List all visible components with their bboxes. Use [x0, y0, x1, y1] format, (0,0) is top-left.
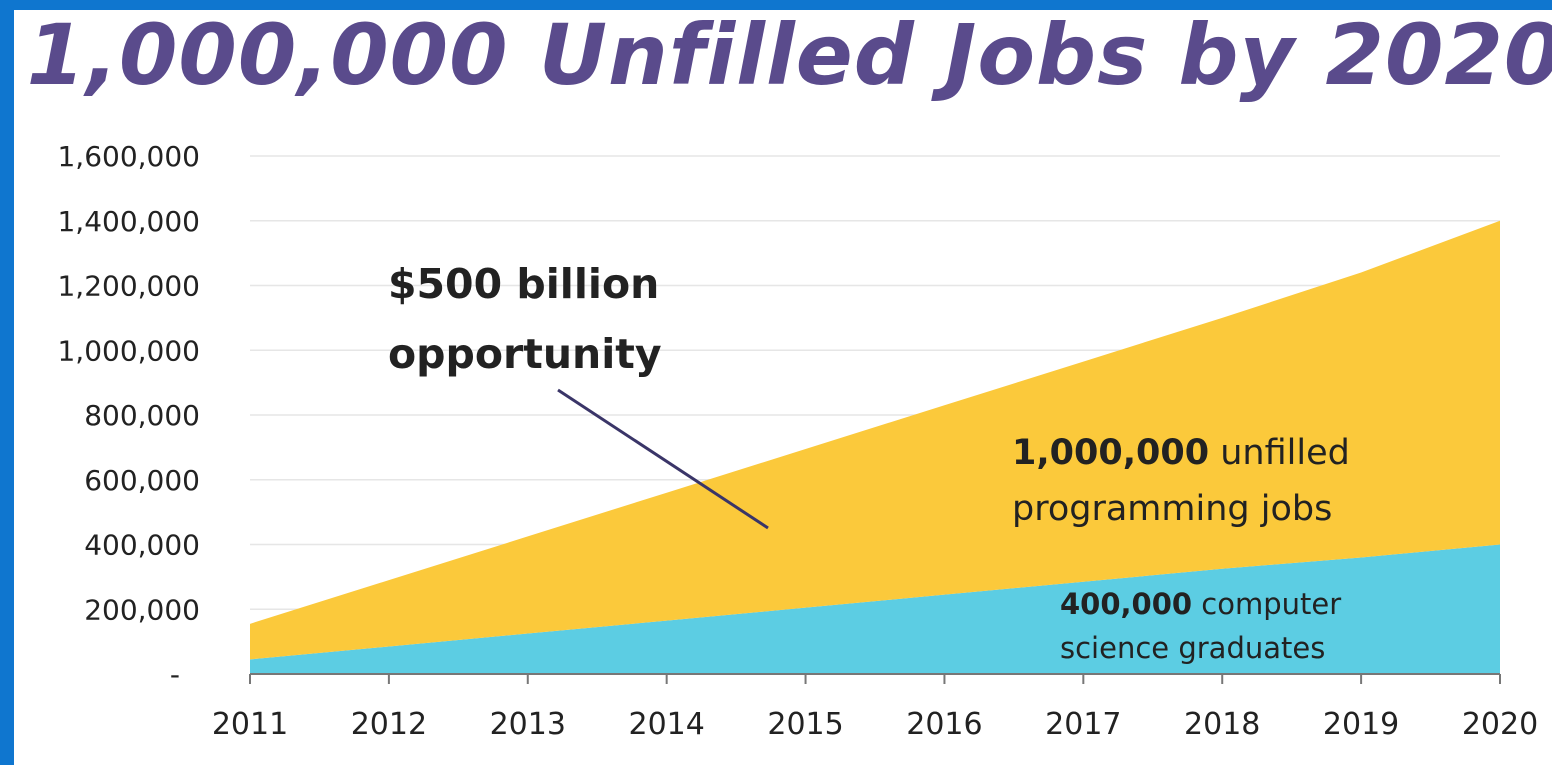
annotation-text: 1,000,000 unfilled — [1012, 433, 1350, 473]
y-tick-label: 600,000 — [84, 464, 200, 497]
y-tick-label: - — [170, 658, 180, 691]
area-series — [250, 220, 1500, 674]
annotations: $500 billion opportunity 1,000,000 unfille… — [388, 260, 1350, 665]
y-axis-ticks: - 200,000 400,000 600,000 800,000 1,000,000 1,… — [57, 140, 200, 691]
y-tick-label: 200,000 — [84, 593, 200, 626]
annotation-text: opportunity — [388, 330, 662, 378]
x-tick-label: 2018 — [1184, 707, 1260, 742]
x-tick-label: 2017 — [1045, 707, 1121, 742]
annotation-bold-run: opportunity — [388, 330, 662, 378]
annotation-regular-run: computer — [1192, 587, 1341, 621]
x-axis-ticks: 2011 2012 2013 2014 2015 2016 2017 2018 2019 2020 — [212, 707, 1538, 742]
annotation-text: 400,000 computer — [1060, 587, 1341, 621]
annotation-bold-run: 1,000,000 — [1012, 433, 1209, 473]
annotation-regular-run: science graduates — [1060, 631, 1325, 665]
x-tick-label: 2013 — [490, 707, 566, 742]
x-tick-label: 2014 — [628, 707, 704, 742]
y-tick-label: 800,000 — [84, 399, 200, 432]
y-tick-label: 1,200,000 — [57, 270, 200, 303]
annotation-regular-run: unfilled — [1209, 433, 1350, 473]
y-tick-label: 400,000 — [84, 529, 200, 562]
area-unfilled-jobs — [250, 220, 1500, 660]
x-tick-label: 2019 — [1323, 707, 1399, 742]
x-tick-label: 2011 — [212, 707, 288, 742]
x-tick-label: 2015 — [767, 707, 843, 742]
x-tick-label: 2016 — [906, 707, 982, 742]
annotation-text: science graduates — [1060, 631, 1325, 665]
annotation-bold-run: 400,000 — [1060, 587, 1192, 621]
annotation-pointer-line — [557, 388, 769, 530]
page-title: 1,000,000 Unfilled Jobs by 2020 — [26, 6, 1552, 104]
x-tick-label: 2020 — [1462, 707, 1538, 742]
area-cs-graduates — [250, 544, 1500, 674]
annotation-text: programming jobs — [1012, 489, 1332, 529]
x-tick-label: 2012 — [351, 707, 427, 742]
annotation-regular-run: programming jobs — [1012, 489, 1332, 529]
annotation-bold-run: $500 billion — [388, 260, 659, 308]
axes — [249, 673, 1501, 684]
y-tick-label: 1,400,000 — [57, 205, 200, 238]
annotation-text: $500 billion — [388, 260, 659, 308]
y-tick-label: 1,000,000 — [57, 334, 200, 367]
y-tick-label: 1,600,000 — [57, 140, 200, 173]
